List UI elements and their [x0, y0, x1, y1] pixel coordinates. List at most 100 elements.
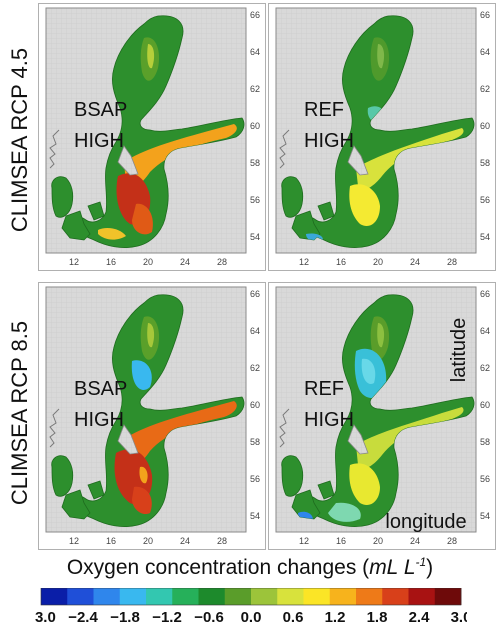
latitude-tick-label: 60: [250, 121, 260, 131]
sea-area: [61, 489, 91, 520]
colorbar: −3.0 −2.4 −1.8 −1.2 −0.6 0.0 0.6 1.2 1.8 2.4 3.0: [35, 588, 467, 626]
latitude-tick-label: 58: [250, 437, 260, 447]
latitude-tick-label: 58: [250, 158, 260, 168]
latitude-tick-label: 66: [480, 289, 490, 299]
map-border: [275, 286, 477, 533]
latitude-tick-label: 64: [480, 326, 490, 336]
level-label: HIGH: [304, 409, 354, 431]
latitude-tick-label: 62: [480, 363, 490, 373]
coastline: [279, 408, 290, 448]
latitude-tick-label: 64: [480, 47, 490, 57]
sea-area: [293, 15, 475, 248]
map-area: [275, 286, 477, 533]
colorbar-tick-label: 3.0: [451, 609, 467, 626]
colorbar-segment: [41, 588, 68, 605]
longitude-tick-label: 28: [447, 536, 457, 546]
change-contour: [98, 228, 126, 240]
sea-area: [87, 480, 105, 500]
row-label-rcp85: CLIMSEA RCP 8.5: [7, 320, 32, 505]
latitude-tick-label: 56: [250, 195, 260, 205]
latitude-tick-label: 66: [250, 289, 260, 299]
latitude-tick-label: 64: [250, 47, 260, 57]
latitude-tick-label: 60: [480, 121, 490, 131]
colorbar-tick-label: −2.4: [68, 609, 98, 626]
latitude-tick-label: 54: [480, 511, 490, 521]
longitude-tick-label: 20: [143, 257, 153, 267]
map-panel-rcp45-ref: 12 16 20 24 28 66 64 62 60 58 56 54 REF HIGH: [268, 3, 496, 271]
row-label-rcp45: CLIMSEA RCP 4.5: [7, 47, 32, 233]
change-contour: [377, 323, 385, 348]
longitude-tick-label: 16: [336, 536, 346, 546]
latitude-tick-label: 54: [250, 511, 260, 521]
latitude-tick-label: 54: [480, 232, 490, 242]
change-contour: [356, 407, 464, 469]
latitude-tick-label: 66: [480, 10, 490, 20]
colorbar-tick-label: −3.0: [35, 609, 56, 626]
longitude-tick-label: 20: [373, 536, 383, 546]
level-label: HIGH: [304, 130, 354, 152]
longitude-tick-label: 20: [143, 536, 153, 546]
map-panel-rcp85-ref: 12 16 20 24 28 66 64 62 60 58 56 54 REF HIGH latitude l…: [268, 282, 496, 550]
sea-area: [63, 15, 245, 248]
colorbar-segment: [356, 588, 383, 605]
map-area: [45, 7, 247, 254]
map-area: [45, 286, 247, 533]
scenario-label: BSAP: [74, 378, 127, 400]
latitude-tick-label: 60: [480, 400, 490, 410]
colorbar-segment: [329, 588, 357, 605]
change-field: [306, 37, 464, 243]
change-contour: [131, 360, 152, 390]
change-contour: [139, 466, 148, 484]
latitude-tick-label: 60: [250, 400, 260, 410]
latitude-tick-label: 56: [480, 474, 490, 484]
longitude-tick-label: 28: [217, 257, 227, 267]
colorbar-segment: [408, 588, 436, 605]
level-label: HIGH: [74, 409, 124, 431]
latitude-tick-label: 58: [480, 158, 490, 168]
colorbar-segment: [382, 588, 409, 605]
latitude-tick-label: 64: [250, 326, 260, 336]
colorbar-tick-label: −1.8: [110, 609, 140, 626]
longitude-tick-label: 24: [410, 257, 420, 267]
longitude-tick-label: 12: [299, 536, 309, 546]
scenario-label: BSAP: [74, 99, 127, 121]
longitude-tick-label: 12: [299, 257, 309, 267]
colorbar-segment: [303, 588, 331, 605]
sea-area: [317, 480, 335, 500]
change-field: [114, 316, 237, 515]
colorbar-segment: [434, 588, 462, 605]
colorbar-tick-label: 1.2: [325, 609, 346, 626]
change-contour: [132, 486, 152, 515]
map-svg: 12 16 20 24 28 66 64 62 60 58 56 54 BSAP HIGH: [38, 282, 266, 550]
latitude-tick-label: 56: [480, 195, 490, 205]
longitude-tick-label: 28: [217, 536, 227, 546]
change-contour: [349, 463, 380, 506]
change-contour: [349, 184, 380, 226]
colorbar-tick-label: 0.6: [283, 609, 304, 626]
change-contour: [147, 323, 155, 348]
change-contour: [361, 358, 376, 384]
longitude-tick-label: 24: [410, 536, 420, 546]
scenario-label: REF: [304, 378, 344, 400]
colorbar-title: Oxygen concentration changes (mL L-1): [66, 555, 434, 579]
change-contour: [147, 44, 155, 69]
longitude-axis-label: longitude: [385, 511, 466, 533]
colorbar-segment: [67, 588, 94, 605]
island: [117, 424, 139, 455]
coastline: [49, 129, 60, 169]
colorbar-segment: [146, 588, 173, 605]
colorbar-tick-label: −0.6: [194, 609, 224, 626]
colorbar-tick-label: 1.8: [367, 609, 388, 626]
colorbar-outline: [40, 588, 462, 606]
colorbar-tick-label: −1.2: [152, 609, 182, 626]
longitude-tick-label: 24: [180, 536, 190, 546]
longitude-tick-label: 12: [69, 536, 79, 546]
latitude-axis-label: latitude: [448, 318, 470, 383]
latitude-tick-label: 62: [250, 84, 260, 94]
sea-area: [281, 176, 304, 218]
map-border: [275, 7, 477, 254]
latitude-tick-label: 54: [250, 232, 260, 242]
sea-area: [63, 294, 245, 527]
longitude-tick-label: 24: [180, 257, 190, 267]
sea-area: [281, 455, 304, 497]
